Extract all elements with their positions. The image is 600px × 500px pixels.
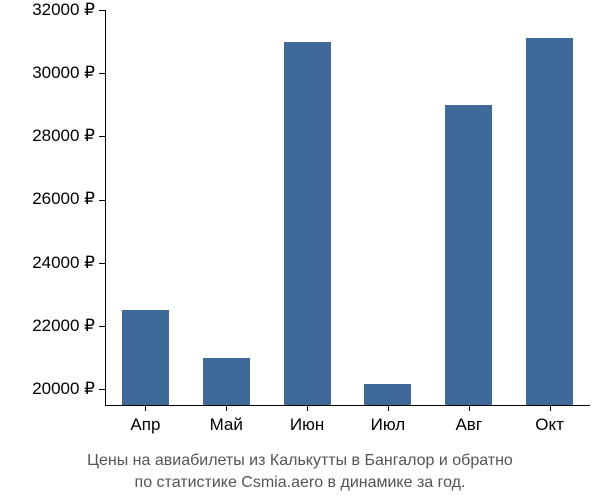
- y-tick: [99, 200, 105, 201]
- y-tick: [99, 326, 105, 327]
- y-tick: [99, 389, 105, 390]
- x-tick: [226, 405, 227, 411]
- x-tick-label: Апр: [105, 415, 186, 435]
- x-tick: [307, 405, 308, 411]
- bar: [526, 38, 573, 405]
- y-tick-label: 30000 ₽: [32, 63, 95, 83]
- x-tick: [469, 405, 470, 411]
- bar: [364, 384, 411, 405]
- bar: [203, 358, 250, 405]
- x-tick-label: Окт: [509, 415, 590, 435]
- x-tick-label: Авг: [428, 415, 509, 435]
- y-tick-label: 28000 ₽: [32, 126, 95, 146]
- x-tick: [550, 405, 551, 411]
- x-tick: [145, 405, 146, 411]
- y-tick-label: 24000 ₽: [32, 253, 95, 273]
- y-tick: [99, 73, 105, 74]
- bar: [284, 42, 331, 405]
- y-tick: [99, 136, 105, 137]
- y-tick: [99, 263, 105, 264]
- y-tick-label: 20000 ₽: [32, 379, 95, 399]
- x-tick-label: Май: [186, 415, 267, 435]
- plot-area: [105, 10, 590, 405]
- price-chart: Цены на авиабилеты из Калькутты в Бангал…: [0, 0, 600, 500]
- y-tick: [99, 10, 105, 11]
- y-tick-label: 22000 ₽: [32, 316, 95, 336]
- bar: [122, 310, 169, 405]
- x-tick: [388, 405, 389, 411]
- chart-caption: Цены на авиабилеты из Калькутты в Бангал…: [0, 450, 600, 493]
- bar: [445, 105, 492, 405]
- caption-line2: по статистике Csmia.aero в динамике за г…: [135, 474, 466, 491]
- y-axis: [105, 10, 106, 405]
- x-tick-label: Июн: [267, 415, 348, 435]
- x-tick-label: Июл: [348, 415, 429, 435]
- caption-line1: Цены на авиабилеты из Калькутты в Бангал…: [87, 452, 513, 469]
- y-tick-label: 26000 ₽: [32, 189, 95, 209]
- y-tick-label: 32000 ₽: [32, 0, 95, 20]
- x-axis: [105, 405, 590, 406]
